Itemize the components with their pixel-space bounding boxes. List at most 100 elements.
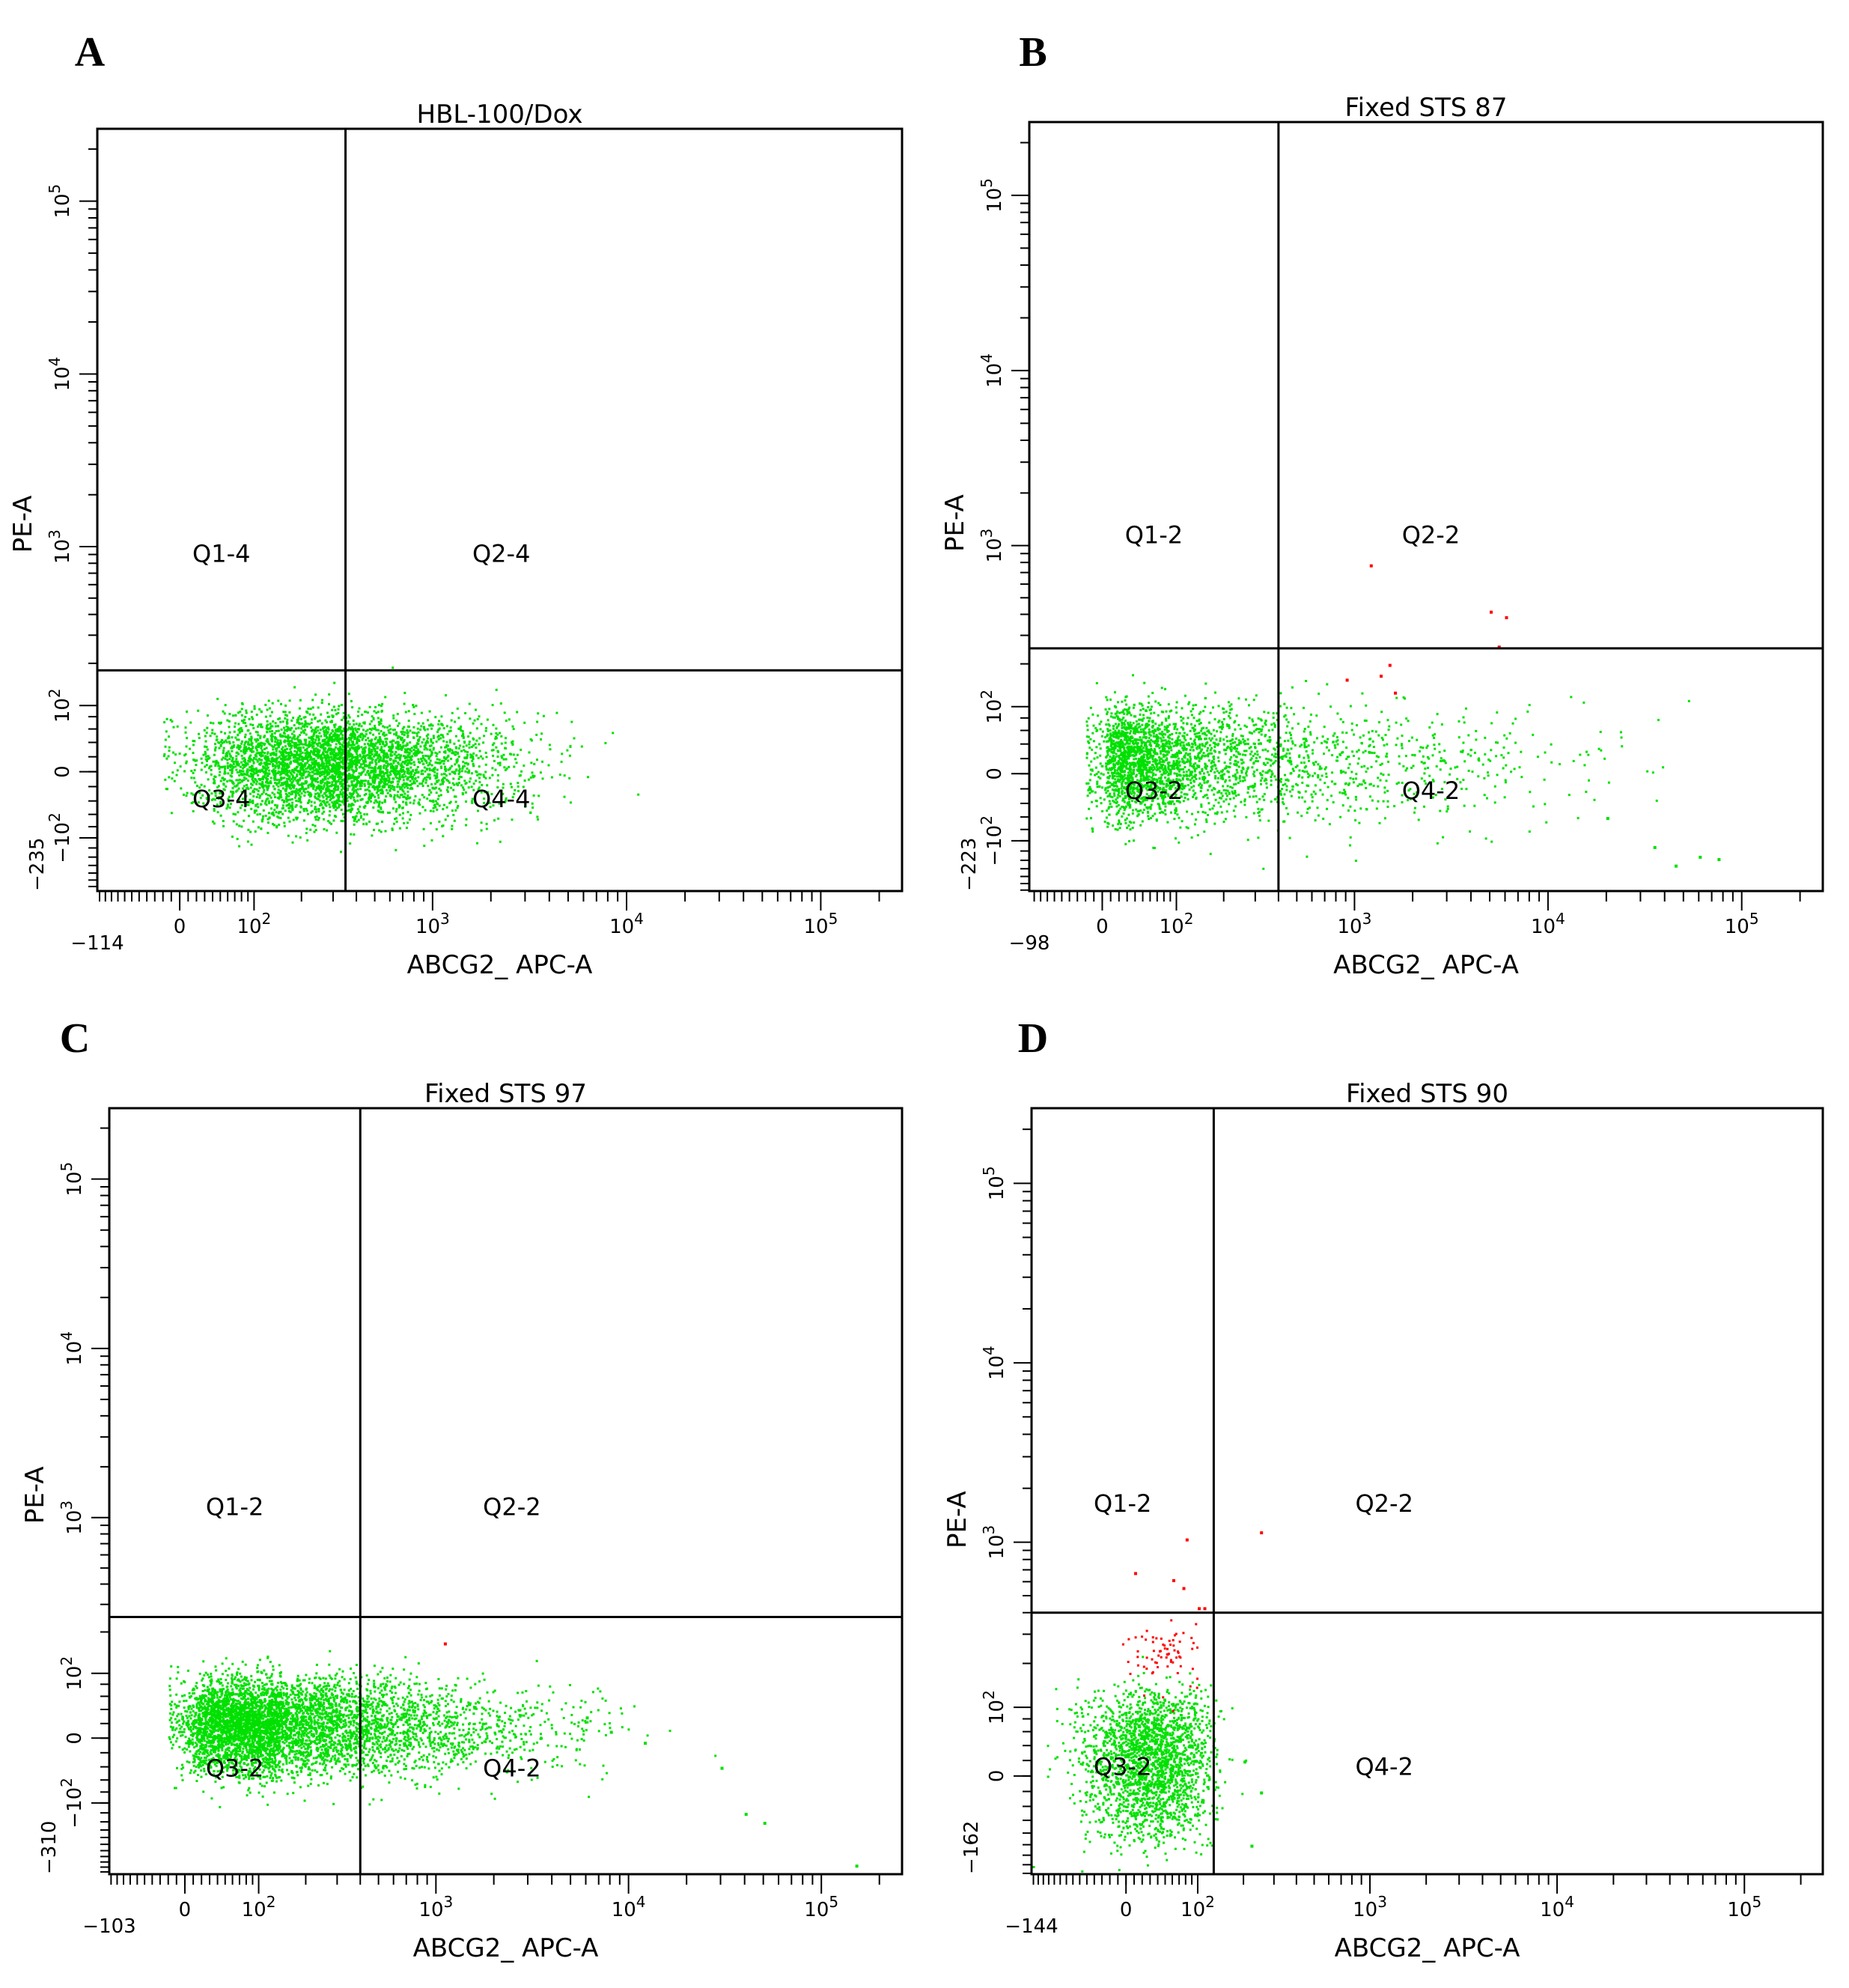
event-dot [363, 782, 366, 785]
event-dot [323, 767, 326, 770]
event-dot [368, 762, 371, 765]
event-dot [333, 771, 336, 774]
event-dot [492, 723, 495, 726]
event-dot [320, 803, 323, 806]
event-dot [298, 723, 301, 726]
event-dot [318, 749, 321, 752]
event-dot [268, 707, 271, 710]
event-dot [341, 813, 344, 815]
event-dot [244, 722, 247, 725]
event-dot [391, 781, 394, 784]
event-dot [215, 762, 218, 765]
event-dot [371, 738, 374, 741]
event-dot [320, 787, 323, 789]
event-dot [400, 738, 402, 741]
event-dot [434, 777, 437, 779]
event-dot [299, 795, 302, 798]
event-dot [320, 757, 323, 759]
event-dot [400, 762, 403, 765]
event-dot [291, 737, 294, 740]
event-dot [307, 756, 310, 759]
event-dot [276, 725, 279, 728]
event-dot [406, 821, 409, 824]
event-dot [424, 781, 427, 784]
event-dot [216, 803, 219, 806]
event-dot [243, 765, 246, 768]
event-dot [358, 781, 361, 784]
event-dot [368, 789, 371, 792]
event-dot [445, 770, 447, 772]
event-dot [326, 765, 329, 768]
event-dot [318, 764, 321, 767]
event-dot [340, 753, 343, 756]
event-dot [1181, 782, 1184, 785]
event-dot [189, 721, 192, 724]
event-dot [352, 728, 355, 731]
event-dot [249, 765, 252, 768]
event-dot [400, 767, 403, 770]
event-dot [398, 772, 401, 775]
event-dot [278, 762, 281, 765]
event-dot [322, 744, 325, 747]
event-dot [1349, 776, 1352, 779]
event-dot [258, 786, 261, 789]
event-dot [421, 722, 424, 725]
event-dot [314, 741, 317, 744]
event-dot [186, 710, 188, 713]
event-dot [492, 754, 495, 757]
event-dot [296, 720, 299, 723]
event-dot [421, 785, 424, 788]
event-dot [341, 738, 344, 741]
event-dot [329, 797, 332, 800]
event-dot [418, 750, 421, 753]
event-dot [406, 811, 409, 814]
event-dot [386, 771, 389, 774]
event-dot [228, 720, 231, 723]
event-dot [390, 741, 393, 743]
event-dot [1094, 752, 1097, 755]
event-dot [483, 797, 486, 800]
event-dot [480, 791, 483, 794]
event-dot [275, 811, 278, 814]
event-dot [249, 800, 252, 803]
event-dot [307, 773, 310, 776]
event-dot [410, 750, 413, 753]
event-dot [516, 753, 519, 756]
event-dot [264, 752, 266, 755]
event-dot [432, 748, 435, 751]
event-dot [389, 753, 392, 756]
event-dot [433, 770, 436, 773]
event-dot [332, 750, 335, 753]
event-dot [389, 789, 392, 791]
event-dot [396, 794, 399, 797]
event-dot [385, 762, 388, 765]
event-dot [375, 776, 378, 778]
y-tick-label: 104 [46, 357, 74, 392]
event-dot [499, 762, 502, 765]
event-dot [612, 732, 615, 735]
event-dot [400, 806, 403, 809]
event-dot [338, 763, 341, 766]
event-dot [468, 769, 471, 772]
event-dot [287, 752, 290, 754]
event-dot [237, 738, 240, 741]
event-dot [430, 839, 433, 842]
event-dot [267, 762, 269, 765]
event-dot [427, 764, 430, 767]
event-dot [264, 755, 267, 758]
event-dot [241, 787, 244, 790]
event-dot [271, 762, 274, 765]
event-dot [260, 741, 263, 744]
event-dot [456, 759, 459, 762]
event-dot [1237, 744, 1240, 747]
event-dot [167, 755, 170, 758]
event-dot [1154, 762, 1157, 765]
event-dot [386, 756, 389, 759]
event-dot [350, 784, 353, 787]
event-dot [200, 783, 203, 786]
event-dot [288, 770, 291, 772]
event-dot [295, 744, 298, 747]
event-dot [237, 782, 240, 785]
event-dot [1239, 727, 1242, 730]
event-dot [1189, 779, 1192, 782]
